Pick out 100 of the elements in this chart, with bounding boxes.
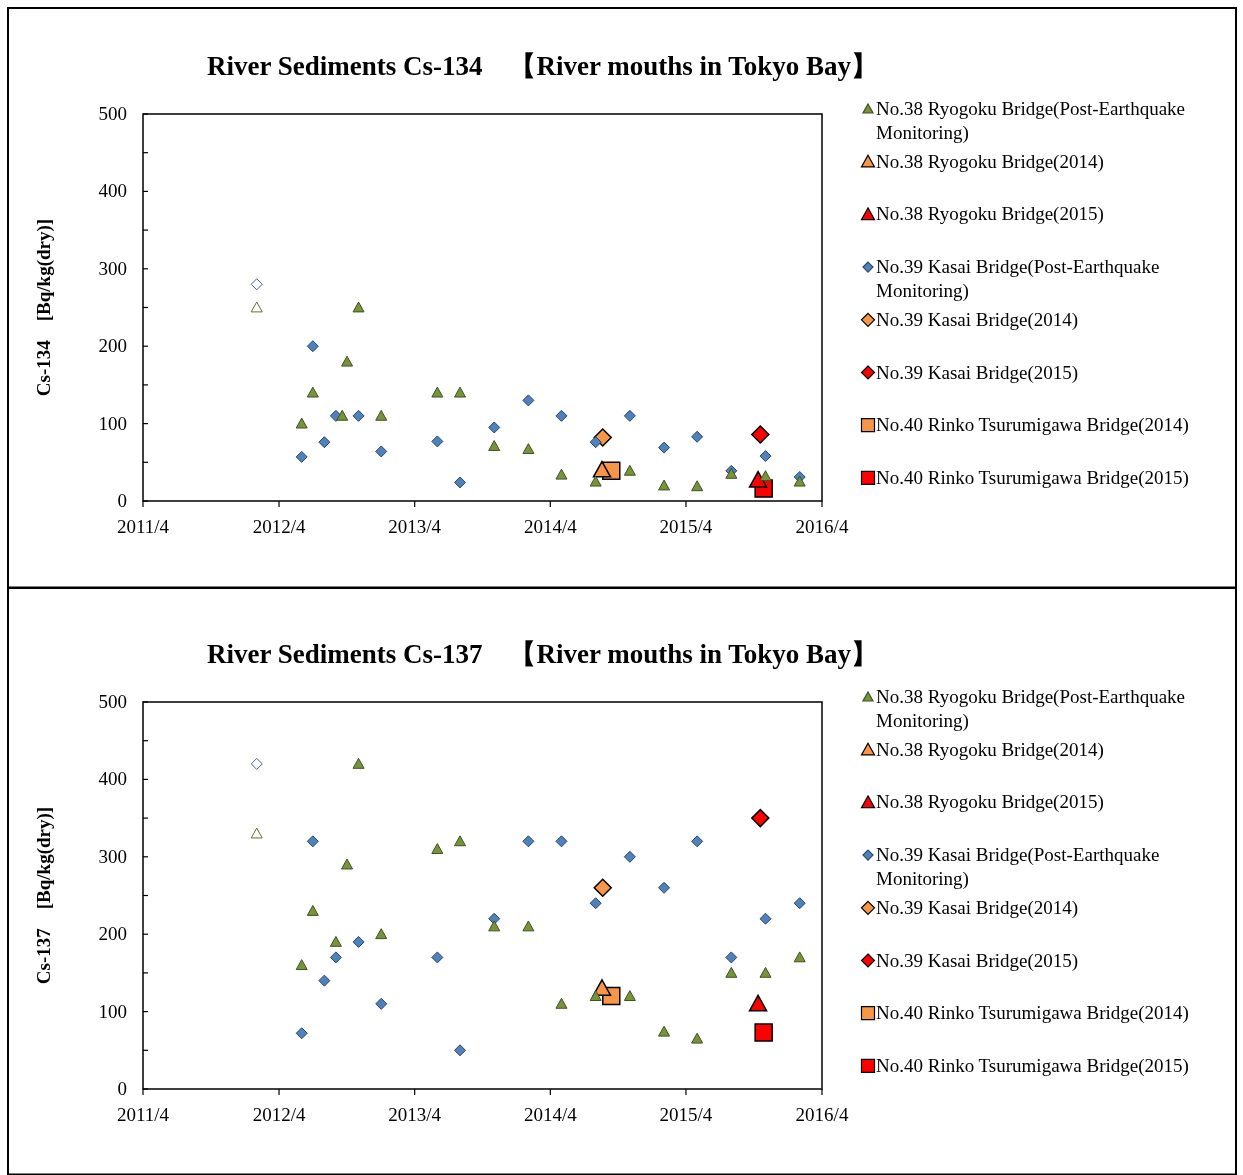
point — [748, 994, 768, 1011]
point — [623, 464, 636, 476]
x-tick-label: 2013/4 — [388, 1103, 442, 1125]
point — [658, 881, 671, 894]
point — [555, 409, 568, 422]
y-tick-label: 200 — [98, 335, 127, 357]
point — [522, 394, 535, 407]
point — [431, 842, 444, 854]
point — [318, 974, 331, 987]
point — [593, 878, 612, 897]
point — [341, 858, 354, 869]
legend-label: No.39 Kasai Bridge(2014) — [876, 308, 1079, 331]
point — [691, 430, 704, 443]
point — [336, 409, 349, 421]
point — [329, 935, 342, 947]
point — [375, 409, 388, 421]
point — [295, 1026, 308, 1039]
point — [318, 436, 331, 449]
x-tick-label: 2016/4 — [795, 516, 849, 537]
point — [691, 834, 704, 847]
x-tick-label: 2015/4 — [659, 1103, 713, 1125]
point — [759, 912, 772, 925]
y-axis-title: Cs-134 [Bq/kg(dry)] — [33, 218, 55, 397]
legend-label: No.39 Kasai Bridge(Post-Earthquake Monitoring) — [876, 256, 1160, 303]
point — [793, 896, 806, 909]
x-tick-label: 2016/4 — [795, 1103, 849, 1125]
point — [522, 834, 535, 847]
point — [623, 989, 636, 1001]
point — [725, 966, 738, 978]
y-tick-label: 0 — [117, 490, 127, 511]
point — [759, 966, 772, 978]
point — [250, 757, 263, 770]
point — [751, 425, 770, 444]
y-tick-label: 300 — [98, 845, 127, 867]
y-tick-label: 500 — [98, 690, 127, 712]
point — [555, 834, 568, 847]
legend-label: No.38 Ryogoku Bridge(Post-Earthquake Monitoring) — [876, 685, 1186, 732]
point — [306, 340, 319, 353]
legend-label: No.38 Ryogoku Bridge(2015) — [876, 203, 1104, 226]
point — [754, 1022, 773, 1042]
legend-label: No.39 Kasai Bridge(2015) — [876, 949, 1079, 971]
y-tick-label: 100 — [98, 412, 127, 434]
legend-label: No.38 Ryogoku Bridge(2015) — [876, 790, 1104, 813]
x-tick-label: 2014/4 — [523, 516, 578, 537]
point — [375, 445, 388, 458]
x-tick-label: 2012/4 — [252, 1103, 306, 1125]
point — [623, 850, 636, 863]
point — [555, 997, 568, 1009]
point — [306, 904, 319, 916]
point — [691, 1032, 704, 1044]
y-tick-label: 100 — [98, 1000, 127, 1022]
y-tick-label: 400 — [98, 767, 127, 789]
point — [623, 409, 636, 422]
point — [589, 475, 602, 487]
legend-label: No.40 Rinko Tsurumigawa Bridge(2014) — [876, 1001, 1189, 1024]
point — [759, 470, 772, 482]
x-tick-label: 2012/4 — [252, 516, 306, 537]
y-tick-label: 500 — [98, 103, 127, 124]
point — [295, 450, 308, 463]
legend-label: No.38 Ryogoku Bridge(2014) — [876, 738, 1104, 761]
legend-label: No.40 Rinko Tsurumigawa Bridge(2015) — [876, 1054, 1189, 1077]
point — [759, 450, 772, 463]
point — [658, 1025, 671, 1037]
point — [793, 950, 806, 962]
x-tick-label: 2013/4 — [388, 516, 442, 537]
chart-title: River Sediments Cs-137 【River mouths in Tokyo Bay】 — [206, 638, 879, 669]
point — [725, 950, 738, 963]
point — [592, 460, 612, 478]
point — [691, 480, 704, 492]
point — [751, 808, 770, 827]
point — [352, 935, 365, 948]
legend-label: No.40 Rinko Tsurumigawa Bridge(2015) — [876, 466, 1189, 489]
point — [352, 757, 365, 769]
point — [589, 989, 602, 1001]
x-tick-label: 2014/4 — [523, 1103, 578, 1125]
point — [488, 440, 501, 451]
x-tick-label: 2011/4 — [116, 1103, 170, 1125]
legend-label: No.38 Ryogoku Bridge(Post-Earthquake Monitoring) — [876, 98, 1186, 144]
point — [329, 950, 342, 963]
x-tick-label: 2015/4 — [659, 516, 713, 537]
point — [522, 443, 535, 455]
y-tick-label: 200 — [98, 922, 127, 944]
point — [454, 476, 467, 489]
y-tick-label: 0 — [117, 1077, 127, 1099]
point — [793, 475, 806, 487]
point — [658, 441, 671, 454]
point — [375, 997, 388, 1010]
point — [454, 834, 467, 846]
point — [295, 958, 308, 970]
legend-label: No.39 Kasai Bridge(Post-Earthquake Monitoring) — [876, 843, 1160, 890]
point — [431, 950, 444, 963]
point — [748, 470, 768, 488]
point — [250, 827, 263, 838]
point — [431, 435, 444, 448]
point — [306, 834, 319, 847]
point — [431, 386, 444, 398]
y-tick-label: 300 — [98, 257, 127, 279]
point — [352, 409, 365, 422]
point — [250, 301, 263, 313]
point — [589, 896, 602, 909]
